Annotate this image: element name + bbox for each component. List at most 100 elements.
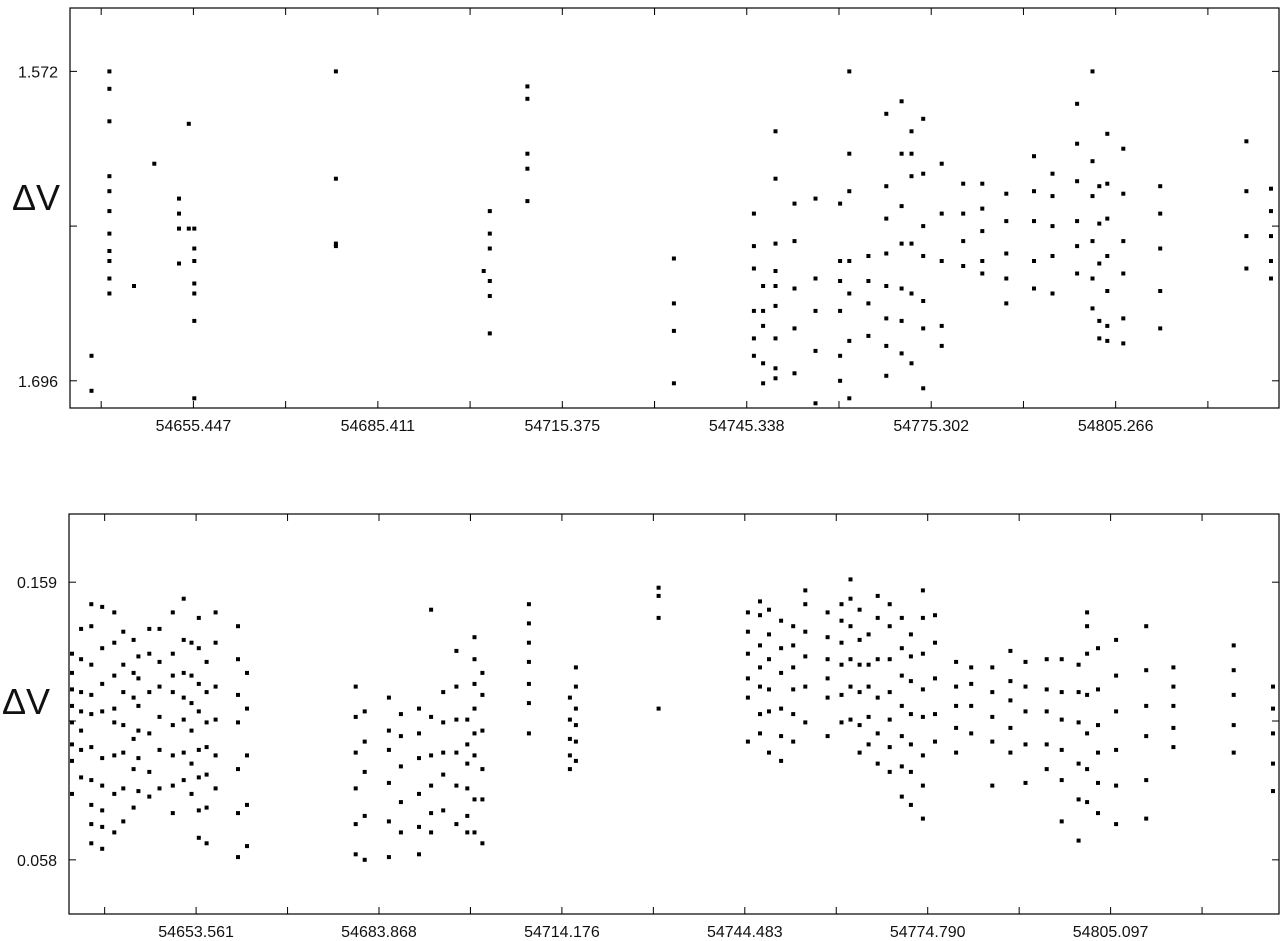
data-point: [899, 794, 904, 799]
data-point: [1144, 703, 1149, 708]
data-point: [847, 291, 852, 296]
data-point: [429, 811, 434, 816]
data-point: [196, 747, 201, 752]
data-point: [487, 279, 492, 283]
data-point: [236, 657, 240, 662]
data-point: [204, 805, 209, 810]
data-point: [791, 624, 796, 629]
data-point: [1121, 341, 1126, 346]
data-point: [1004, 301, 1009, 306]
data-point: [745, 676, 750, 681]
data-point: [954, 725, 959, 730]
y-tick-label: 0.159: [17, 575, 57, 592]
data-point: [961, 211, 966, 216]
data-point: [89, 841, 94, 846]
data-point: [147, 794, 152, 799]
data-point: [825, 610, 830, 615]
data-point: [525, 96, 530, 101]
data-point: [567, 717, 572, 722]
data-point: [429, 830, 434, 835]
data-point: [333, 69, 338, 74]
data-point: [487, 246, 492, 251]
data-point: [170, 723, 175, 728]
data-point: [213, 717, 218, 722]
data-point: [1023, 709, 1028, 714]
data-point: [887, 602, 892, 607]
data-point: [1269, 209, 1273, 214]
data-point: [939, 259, 944, 263]
data-point: [1121, 146, 1126, 151]
data-point: [136, 676, 141, 681]
data-point: [170, 651, 175, 656]
data-point: [100, 681, 105, 686]
data-point: [656, 706, 661, 711]
data-point: [204, 745, 209, 750]
data-point: [70, 758, 74, 763]
data-point: [857, 723, 862, 728]
data-point: [465, 813, 470, 818]
data-point: [1032, 259, 1036, 263]
data-point: [487, 231, 492, 236]
data-point: [170, 783, 175, 788]
data-point: [909, 361, 914, 366]
data-point: [884, 343, 889, 348]
data-point: [70, 651, 74, 656]
data-point: [236, 855, 240, 860]
data-point: [825, 734, 830, 739]
data-point: [838, 279, 843, 283]
data-point: [921, 326, 926, 331]
data-point: [920, 588, 925, 593]
data-point: [1076, 761, 1081, 766]
data-point: [875, 761, 880, 766]
data-point: [245, 844, 249, 849]
data-point: [908, 802, 913, 807]
data-point: [472, 731, 477, 736]
data-point: [1271, 761, 1275, 766]
data-point: [107, 86, 112, 91]
data-point: [1271, 789, 1275, 794]
data-point: [779, 646, 784, 651]
data-point: [758, 684, 762, 689]
data-point: [908, 654, 913, 659]
data-point: [980, 229, 985, 234]
data-point: [525, 84, 530, 89]
data-point: [472, 753, 477, 758]
data-point: [157, 684, 162, 689]
data-point: [847, 151, 852, 156]
data-point: [121, 629, 126, 634]
data-point: [1090, 194, 1095, 199]
data-point: [933, 739, 937, 744]
data-point: [839, 662, 844, 667]
data-point: [779, 758, 784, 763]
data-point: [1023, 780, 1028, 785]
data-point: [107, 276, 112, 281]
data-point: [89, 822, 94, 827]
data-point: [196, 808, 201, 813]
data-point: [791, 739, 796, 744]
data-point: [1096, 646, 1100, 651]
x-tick-label: 54683.868: [341, 924, 417, 941]
data-point: [454, 822, 459, 827]
data-point: [417, 824, 421, 829]
data-point: [773, 336, 778, 341]
data-point: [758, 712, 762, 717]
data-point: [1171, 725, 1176, 730]
plot-frame: [69, 7, 1280, 409]
data-point: [181, 750, 186, 755]
data-point: [121, 750, 126, 755]
data-point: [89, 662, 94, 667]
data-point: [121, 819, 126, 824]
data-point: [1121, 239, 1126, 244]
data-point: [236, 692, 240, 697]
data-point: [487, 294, 492, 298]
data-point: [1158, 289, 1163, 293]
data-point: [773, 241, 778, 246]
data-point: [89, 745, 94, 750]
data-point: [1050, 194, 1055, 199]
data-point: [79, 709, 84, 714]
data-point: [990, 783, 995, 788]
data-point: [773, 366, 778, 371]
data-point: [751, 336, 756, 341]
data-point: [920, 687, 925, 692]
